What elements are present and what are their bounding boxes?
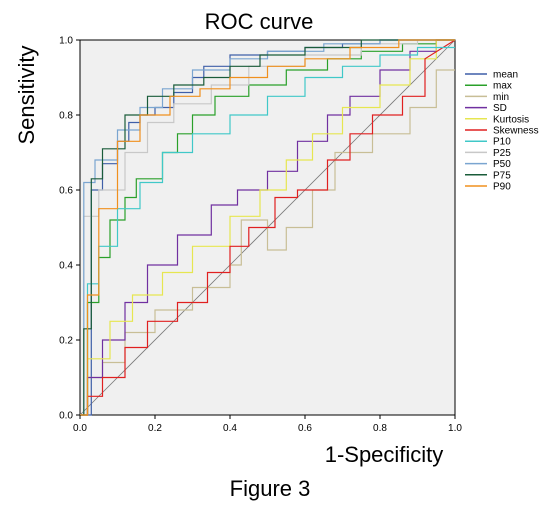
x-axis-label: 1-Specificity (325, 442, 444, 467)
y-tick-label: 0.2 (59, 336, 73, 347)
y-tick-label: 0.6 (59, 186, 73, 197)
series-line-p90 (80, 39, 455, 416)
legend-label-sd: SD (493, 103, 507, 114)
legend-label-min: min (493, 92, 509, 103)
y-tick-label: 0.8 (59, 111, 73, 122)
x-tick-label: 0.8 (373, 423, 387, 434)
series-line-skewness (80, 39, 456, 416)
y-axis-label: Sensitivity (14, 45, 39, 144)
legend-label-max: max (493, 81, 512, 92)
series-line-sd (80, 39, 455, 416)
series-line-kurtosis (80, 39, 455, 416)
legend-label-skewness: Skewness (493, 126, 539, 137)
x-tick-label: 0.4 (223, 423, 237, 434)
legend-label-p90: P90 (493, 182, 511, 193)
x-tick-label: 0.6 (298, 423, 312, 434)
x-tick-label: 0.2 (148, 423, 162, 434)
series-line-min (80, 69, 455, 416)
legend-label-p10: P10 (493, 137, 511, 148)
series-line-p25 (80, 39, 455, 416)
y-tick-label: 0.4 (59, 261, 73, 272)
legend-label-p50: P50 (493, 159, 511, 170)
chart-title: ROC curve (205, 9, 314, 34)
legend-label-p25: P25 (493, 148, 511, 159)
y-tick-label: 0.0 (59, 411, 73, 422)
series-line-p75 (80, 39, 455, 416)
x-tick-label: 0.0 (73, 423, 87, 434)
legend-label-kurtosis: Kurtosis (493, 114, 529, 125)
x-tick-label: 1.0 (448, 423, 462, 434)
y-tick-label: 1.0 (59, 36, 73, 47)
legend-label-mean: mean (493, 70, 518, 81)
legend-label-p75: P75 (493, 170, 511, 181)
figure-caption: Figure 3 (230, 476, 311, 501)
series-line-p10 (80, 46, 455, 416)
